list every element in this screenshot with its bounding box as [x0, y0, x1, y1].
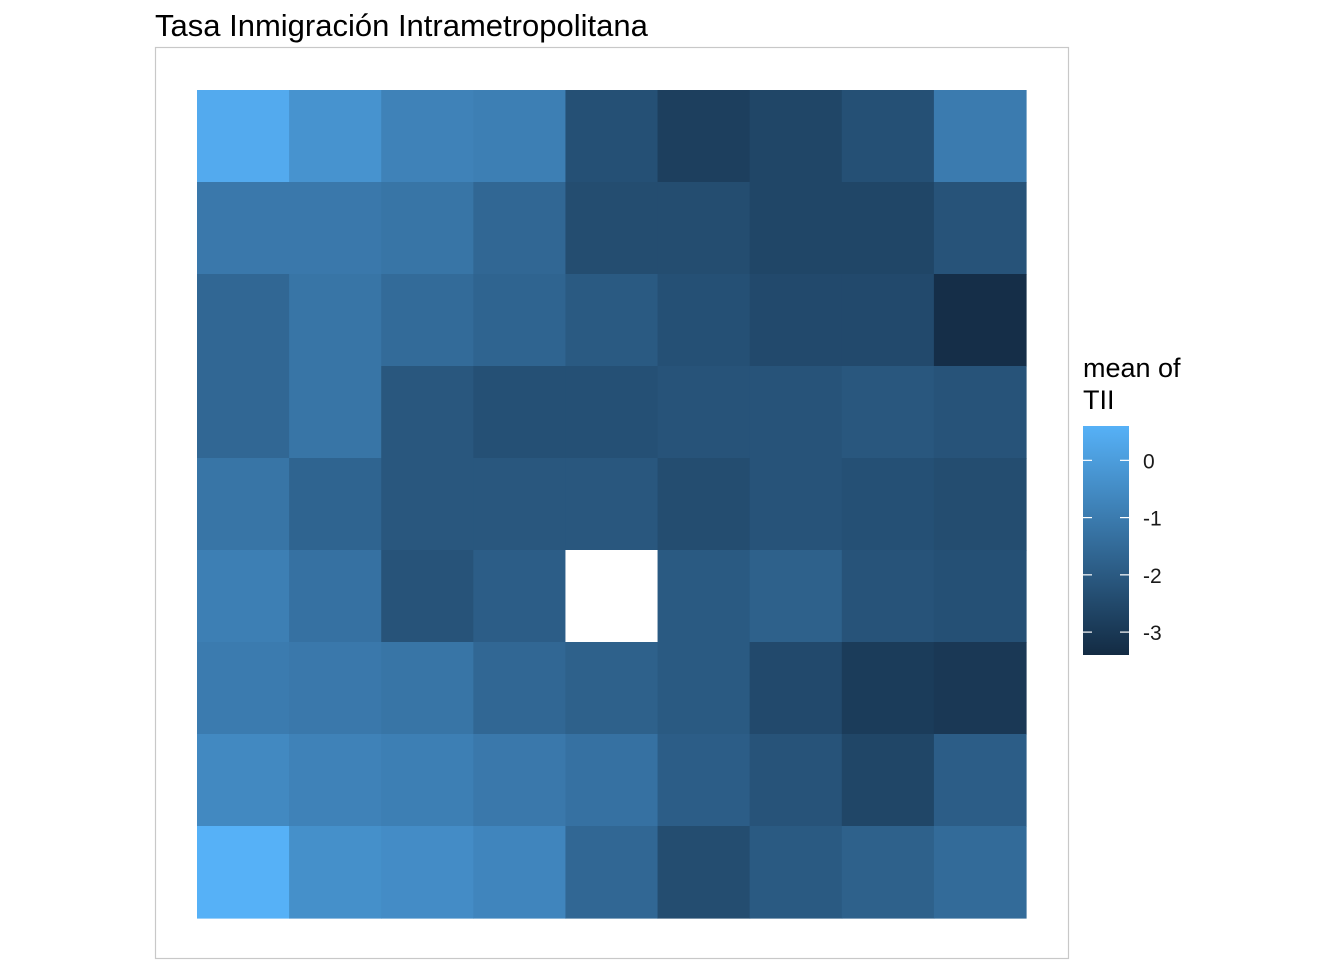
- heatmap-cell: [381, 550, 474, 643]
- heatmap-cells: [197, 90, 1027, 919]
- heatmap-cell: [565, 274, 659, 367]
- heatmap-cell: [841, 182, 935, 275]
- heatmap-cell: [565, 458, 659, 551]
- heatmap-cell: [289, 274, 382, 367]
- heatmap-cell: [289, 366, 382, 459]
- heatmap-cell: [841, 550, 935, 643]
- heatmap-cell: [473, 366, 567, 459]
- heatmap-cell: [749, 90, 843, 183]
- heatmap-cell: [565, 182, 659, 275]
- heatmap-cell: [841, 458, 935, 551]
- legend-tick-label: 0: [1143, 450, 1155, 473]
- heatmap-cell: [197, 458, 290, 551]
- heatmap-cell: [197, 550, 290, 643]
- heatmap-cell: [657, 182, 751, 275]
- heatmap-cell: [657, 366, 751, 459]
- heatmap-cell: [657, 826, 751, 919]
- heatmap-cell: [381, 274, 474, 367]
- heatmap-cell: [289, 182, 382, 275]
- heatmap-cell: [289, 826, 382, 919]
- heatmap-cell: [933, 90, 1027, 183]
- heatmap-cell: [289, 734, 382, 827]
- heatmap-cell: [565, 366, 659, 459]
- heatmap-cell: [381, 458, 474, 551]
- heatmap-cell: [565, 734, 659, 827]
- heatmap-cell: [749, 642, 843, 735]
- heatmap-cell: [197, 826, 290, 919]
- heatmap-cell: [841, 734, 935, 827]
- heatmap-cell: [197, 274, 290, 367]
- heatmap-cell: [289, 458, 382, 551]
- heatmap-cell: [841, 826, 935, 919]
- legend-title-line: mean of: [1083, 353, 1181, 383]
- heatmap-cell: [197, 366, 290, 459]
- heatmap-cell: [933, 274, 1027, 367]
- heatmap-cell: [841, 90, 935, 183]
- panel-border: [154, 46, 1070, 960]
- heatmap-cell: [289, 90, 382, 183]
- heatmap-cell: [749, 826, 843, 919]
- heatmap-cell: [381, 734, 474, 827]
- heatmap-cell: [565, 550, 659, 643]
- heatmap-cell: [381, 182, 474, 275]
- heatmap-cell: [197, 182, 290, 275]
- legend-tick-label: -1: [1143, 508, 1162, 531]
- heatmap-cell: [841, 274, 935, 367]
- heatmap-cell: [473, 734, 567, 827]
- heatmap-cell: [197, 734, 290, 827]
- heatmap-cell: [197, 90, 290, 183]
- heatmap-cell: [933, 458, 1027, 551]
- heatmap-cell: [381, 366, 474, 459]
- heatmap-cell: [749, 734, 843, 827]
- legend-tick-label: -2: [1143, 565, 1162, 588]
- heatmap-cell: [749, 366, 843, 459]
- heatmap-cell: [657, 734, 751, 827]
- heatmap-cell: [473, 826, 567, 919]
- heatmap-cell: [565, 642, 659, 735]
- heatmap-cell: [381, 90, 474, 183]
- heatmap-cell: [473, 274, 567, 367]
- heatmap-cell: [473, 458, 567, 551]
- heatmap-cell: [657, 458, 751, 551]
- heatmap-cell: [749, 550, 843, 643]
- heatmap-cell: [473, 642, 567, 735]
- heatmap-cell: [933, 182, 1027, 275]
- heatmap-cell: [933, 550, 1027, 643]
- legend-colorbar: [1083, 426, 1129, 655]
- heatmap-cell: [565, 826, 659, 919]
- heatmap-cell: [289, 642, 382, 735]
- heatmap-cell: [473, 182, 567, 275]
- heatmap-cell: [841, 366, 935, 459]
- heatmap-cell: [197, 642, 290, 735]
- heatmap-cell: [381, 826, 474, 919]
- legend-title-line: TII: [1083, 385, 1115, 415]
- heatmap-cell: [841, 642, 935, 735]
- heatmap-cell: [933, 734, 1027, 827]
- heatmap-cell: [657, 550, 751, 643]
- heatmap-cell: [473, 550, 567, 643]
- heatmap-cell: [933, 366, 1027, 459]
- heatmap-cell: [749, 274, 843, 367]
- heatmap-cell: [565, 90, 659, 183]
- heatmap-cell: [657, 90, 751, 183]
- heatmap-cell: [933, 826, 1027, 919]
- heatmap-cell: [473, 90, 567, 183]
- heatmap-cell: [749, 182, 843, 275]
- heatmap-cell: [657, 642, 751, 735]
- legend-tick-label: -3: [1143, 622, 1162, 645]
- heatmap-cell: [657, 274, 751, 367]
- heatmap-cell: [749, 458, 843, 551]
- heatmap-cell: [381, 642, 474, 735]
- heatmap-cell: [933, 642, 1027, 735]
- heatmap-cell: [289, 550, 382, 643]
- chart-title: Tasa Inmigración Intrametropolitana: [155, 8, 648, 43]
